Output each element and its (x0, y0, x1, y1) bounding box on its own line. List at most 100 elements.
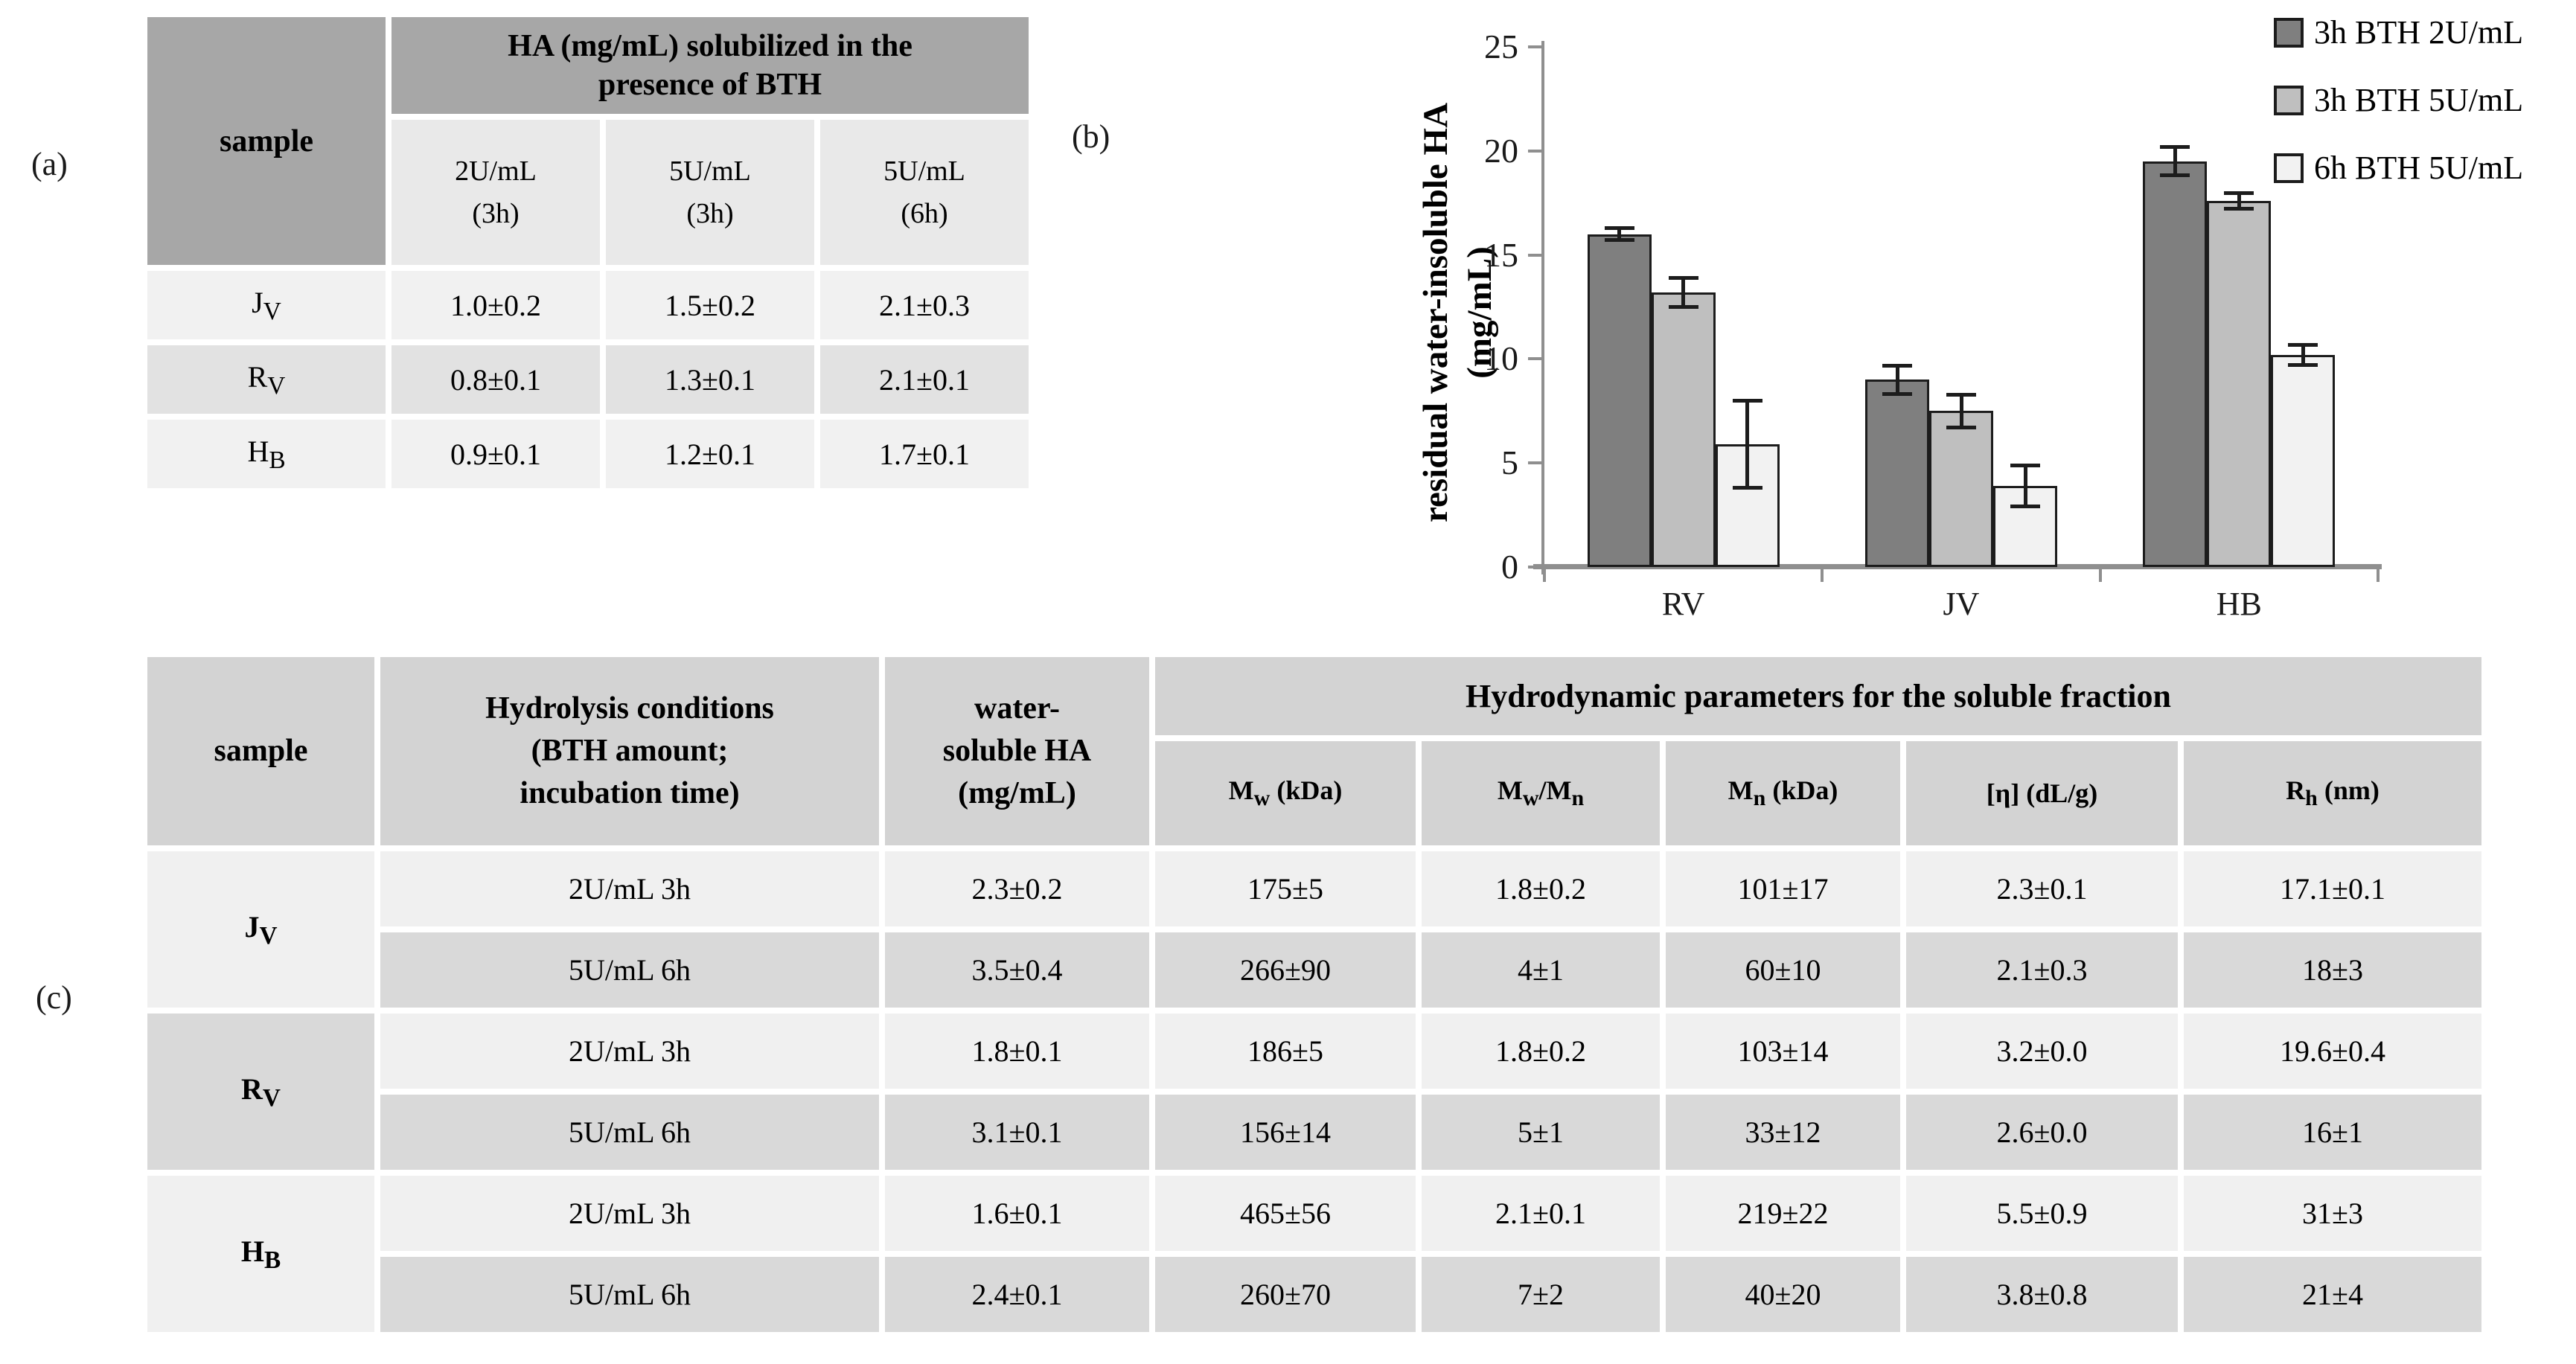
table-hydrodynamic-parameters: sample Hydrolysis conditions (BTH amount… (141, 651, 2487, 1338)
error-bar-cap (1668, 276, 1698, 281)
table-cell: 1.6±0.1 (885, 1176, 1149, 1251)
error-bar-line (1617, 228, 1622, 241)
error-bar-line (2023, 464, 2027, 507)
panel-c-label: (c) (36, 979, 72, 1016)
legend-item: 3h BTH 5U/mL (2274, 81, 2523, 119)
legend-label: 3h BTH 2U/mL (2314, 14, 2524, 51)
table-cell: 31±3 (2184, 1176, 2482, 1251)
error-bar-cap (1882, 363, 1912, 368)
table-a-main-header: HA (mg/mL) solubilized in the presence o… (391, 17, 1029, 114)
sample-name: RV (147, 1014, 374, 1170)
table-cell: 156±14 (1155, 1095, 1416, 1170)
panel-b-label: (b) (1072, 118, 1110, 155)
table-row: JV 2U/mL 3h 2.3±0.2 175±5 1.8±0.2 101±17… (147, 851, 2482, 1008)
y-tick-label: 10 (1484, 339, 1518, 378)
y-tick-label: 0 (1501, 548, 1518, 586)
legend-swatch-icon (2274, 17, 2304, 48)
table-row: RV 2U/mL 3h 1.8±0.1 186±5 1.8±0.2 103±14… (147, 1014, 2482, 1170)
legend-swatch-icon (2274, 153, 2304, 183)
table-row: 5U/mL 6h 3.1±0.1 156±14 5±1 33±12 2.6±0.… (147, 1095, 2482, 1170)
table-cell: 5.5±0.9 (1906, 1176, 2178, 1251)
sample-name: HB (147, 1176, 374, 1332)
table-c-water-soluble-header: water- soluble HA (mg/mL) (885, 657, 1149, 845)
table-solubilized-ha: sample HA (mg/mL) solubilized in the pre… (141, 11, 1035, 494)
table-cell: 2U/mL 3h (380, 851, 879, 926)
x-category-label: RV (1661, 586, 1705, 622)
bar-JV-series0 (1865, 380, 1929, 567)
error-bar-cap (2160, 145, 2190, 150)
table-cell: 1.8±0.1 (885, 1014, 1149, 1089)
table-cell: 1.3±0.1 (606, 345, 814, 414)
table-cell: 4±1 (1422, 932, 1660, 1008)
error-bar-cap (2224, 190, 2254, 195)
table-cell: 3.5±0.4 (885, 932, 1149, 1008)
table-cell: 0.9±0.1 (391, 420, 600, 488)
sample-name: JV (147, 271, 386, 339)
x-tick (2098, 569, 2102, 582)
y-tick (1528, 149, 1541, 153)
error-bar-cap (1668, 304, 1698, 309)
error-bar-line (1681, 278, 1686, 307)
table-cell: 40±20 (1666, 1257, 1900, 1332)
table-cell: 2U/mL 3h (380, 1176, 879, 1251)
error-bar-line (1895, 365, 1899, 394)
table-cell: 1.7±0.1 (820, 420, 1029, 488)
error-bar-cap (1946, 425, 1976, 429)
table-cell: 1.8±0.2 (1422, 851, 1660, 926)
table-cell: 3.1±0.1 (885, 1095, 1149, 1170)
table-cell: 465±56 (1155, 1176, 1416, 1251)
bar-HB-series0 (2143, 161, 2208, 567)
x-tick (2377, 569, 2380, 582)
sample-name: RV (147, 345, 386, 414)
error-bar-line (2237, 192, 2241, 210)
x-tick (1821, 569, 1824, 582)
table-a-subheader: 5U/mL (3h) (606, 120, 814, 265)
table-row: RV 0.8±0.1 1.3±0.1 2.1±0.1 (147, 345, 1029, 414)
table-cell: 101±17 (1666, 851, 1900, 926)
legend-swatch-icon (2274, 85, 2304, 115)
error-bar-cap (1604, 226, 1634, 231)
table-cell: 1.8±0.2 (1422, 1014, 1660, 1089)
legend-label: 6h BTH 5U/mL (2314, 150, 2524, 186)
table-cell: 33±12 (1666, 1095, 1900, 1170)
table-cell: 21±4 (2184, 1257, 2482, 1332)
table-cell: 17.1±0.1 (2184, 851, 2482, 926)
error-bar-cap (2160, 173, 2190, 178)
bar-HB-series1 (2207, 200, 2272, 567)
table-row: JV 1.0±0.2 1.5±0.2 2.1±0.3 (147, 271, 1029, 339)
table-cell: 2.1±0.3 (820, 271, 1029, 339)
bar-RV-series1 (1651, 292, 1716, 567)
y-tick (1528, 566, 1541, 569)
column-header-mn: Mn (kDa) (1666, 741, 1900, 845)
error-bar-cap (2010, 504, 2040, 508)
sample-name: JV (147, 851, 374, 1008)
table-row: 5U/mL 6h 2.4±0.1 260±70 7±2 40±20 3.8±0.… (147, 1257, 2482, 1332)
y-tick (1528, 357, 1541, 361)
table-cell: 1.2±0.1 (606, 420, 814, 488)
error-bar-cap (1946, 392, 1976, 397)
x-category-label: JV (1943, 586, 1980, 622)
error-bar-cap (2288, 342, 2318, 347)
table-cell: 5U/mL 6h (380, 932, 879, 1008)
table-cell: 7±2 (1422, 1257, 1660, 1332)
table-cell: 2.1±0.1 (1422, 1176, 1660, 1251)
x-category-label: HB (2216, 586, 2262, 622)
y-tick-label: 15 (1484, 235, 1518, 274)
table-row: HB 0.9±0.1 1.2±0.1 1.7±0.1 (147, 420, 1029, 488)
table-cell: 2.6±0.0 (1906, 1095, 2178, 1170)
table-c-sample-header: sample (147, 657, 374, 845)
table-cell: 219±22 (1666, 1176, 1900, 1251)
table-a-corner-header: sample (147, 17, 386, 265)
table-cell: 2U/mL 3h (380, 1014, 879, 1089)
x-tick (1543, 569, 1546, 582)
error-bar-cap (1882, 391, 1912, 396)
column-header-mw: Mw (kDa) (1155, 741, 1416, 845)
error-bar-line (1745, 400, 1750, 488)
y-tick (1528, 253, 1541, 257)
y-tick-label: 25 (1484, 28, 1518, 65)
table-row: HB 2U/mL 3h 1.6±0.1 465±56 2.1±0.1 219±2… (147, 1176, 2482, 1332)
legend-item: 3h BTH 2U/mL (2274, 13, 2523, 51)
column-header-eta: [η] (dL/g) (1906, 741, 2178, 845)
table-cell: 18±3 (2184, 932, 2482, 1008)
